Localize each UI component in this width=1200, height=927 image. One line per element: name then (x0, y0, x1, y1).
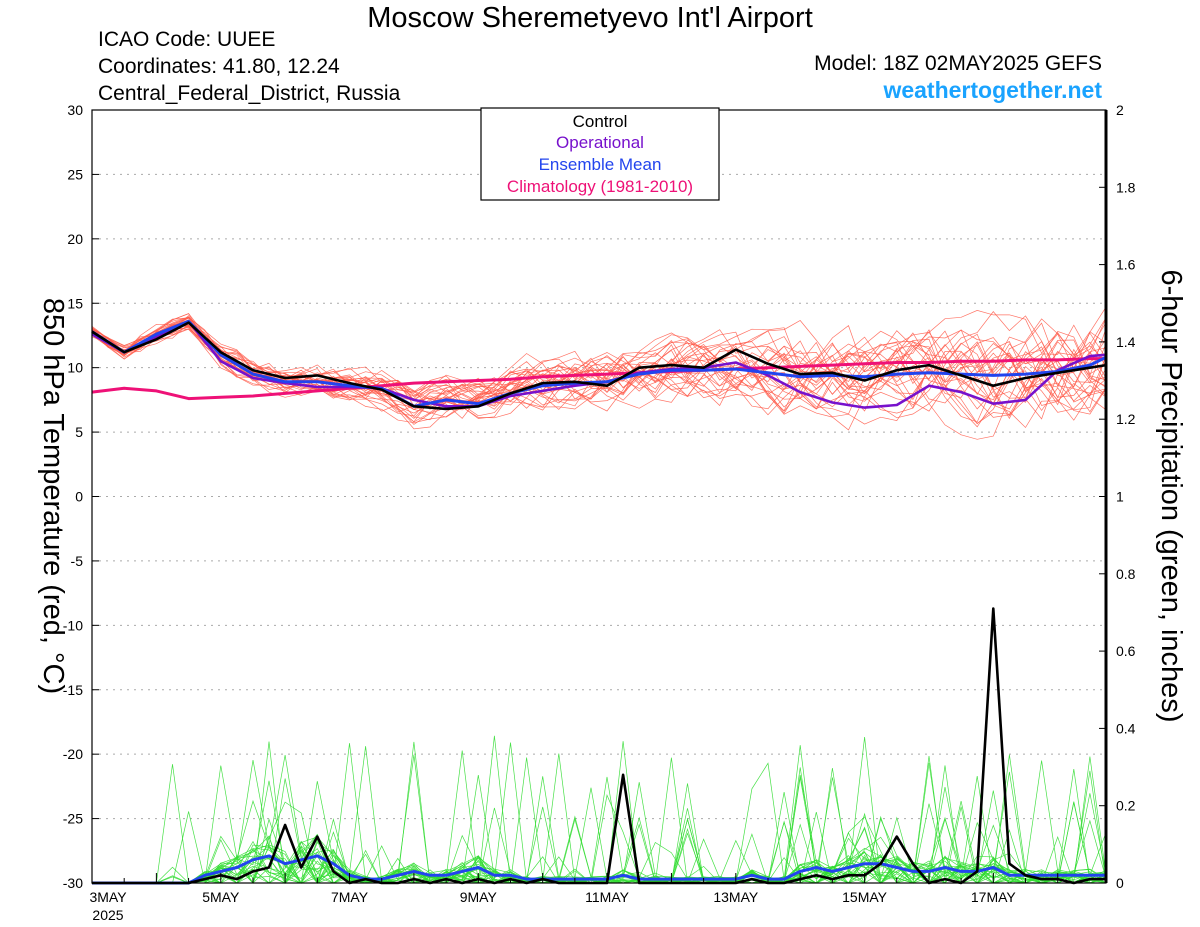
main-series (91, 319, 1107, 885)
y-tick-label-right: 1.4 (1116, 334, 1136, 350)
ensemble-members (91, 306, 1107, 885)
coordinates: Coordinates: 41.80, 12.24 (98, 55, 340, 78)
x-tick-label: 17MAY (971, 889, 1017, 905)
temperature-ensemble-mean-line (91, 319, 1107, 408)
temperature-member-line (91, 317, 1107, 423)
site-link[interactable]: weathertogether.net (883, 77, 1102, 103)
precipitation-member-line (92, 802, 1107, 884)
precipitation-member-line (92, 742, 1107, 884)
y-tick-label-left: 20 (67, 231, 83, 247)
y-tick-label-right: 0.4 (1116, 720, 1136, 736)
precipitation-member-line (92, 743, 1107, 884)
y-tick-label-left: -25 (63, 811, 83, 827)
y-tick-label-left: 15 (67, 295, 83, 311)
x-tick-label: 3MAY (89, 889, 127, 905)
y-tick-label-right: 1.8 (1116, 179, 1136, 195)
y-tick-label-right: 1.6 (1116, 257, 1136, 273)
precipitation-member-line (92, 782, 1107, 884)
temperature-member-line (91, 313, 1107, 425)
y-tick-label-left: 30 (67, 102, 83, 118)
legend-operational: Operational (556, 133, 644, 152)
x-tick-sublabel: 2025 (92, 907, 123, 923)
y-tick-label-left: -20 (63, 746, 83, 762)
legend-climatology: Climatology (1981-2010) (507, 177, 693, 196)
axes: -30-25-20-15-10-505101520253000.20.40.60… (63, 102, 1136, 923)
y-tick-label-left: -10 (63, 617, 83, 633)
legend-box (480, 107, 720, 201)
icao-code: ICAO Code: UUEE (98, 28, 276, 51)
y-tick-label-left: 5 (75, 424, 83, 440)
temperature-member-line (91, 328, 1107, 423)
chart-title: Moscow Sheremetyevo Int'l Airport (367, 2, 813, 34)
region: Central_Federal_District, Russia (98, 82, 401, 105)
legend: Control Operational Ensemble Mean Climat… (480, 107, 720, 201)
y-tick-label-left: 0 (75, 489, 83, 505)
y-tick-label-left: -30 (63, 875, 83, 891)
legend-ensemble-mean: Ensemble Mean (539, 155, 662, 174)
y-axis-label-right: 6-hour Precipitation (green, inches) (1155, 270, 1187, 723)
precipitation-member-line (92, 765, 1107, 884)
precipitation-member-line (92, 741, 1107, 884)
x-tick-label: 7MAY (331, 889, 369, 905)
grid-lines (92, 173, 1106, 820)
y-tick-label-right: 0.8 (1116, 566, 1136, 582)
x-tick-label: 5MAY (202, 889, 240, 905)
x-tick-label: 15MAY (842, 889, 888, 905)
precipitation-member-line (92, 735, 1107, 884)
y-tick-label-right: 0.2 (1116, 798, 1136, 814)
climatology-line (91, 357, 1106, 401)
model-run: Model: 18Z 02MAY2025 GEFS (814, 52, 1102, 75)
y-tick-label-right: 0 (1116, 875, 1124, 891)
x-tick-label: 11MAY (585, 889, 629, 905)
temperature-member-line (91, 306, 1107, 404)
y-tick-label-right: 1 (1116, 489, 1124, 505)
y-tick-label-left: -15 (63, 682, 83, 698)
temperature-control-line (91, 321, 1107, 411)
y-tick-label-right: 0.6 (1116, 643, 1136, 659)
x-tick-label: 9MAY (460, 889, 498, 905)
precipitation-ensemble-mean-line (92, 854, 1106, 885)
x-tick-label: 13MAY (713, 889, 759, 905)
y-axis-label-left: 850 hPa Temperature (red, °C) (37, 298, 69, 694)
y-tick-label-left: -5 (71, 553, 84, 569)
legend-control: Control (573, 112, 628, 131)
y-tick-label-right: 1.2 (1116, 411, 1136, 427)
y-tick-label-right: 2 (1116, 102, 1124, 118)
y-tick-label-left: 25 (67, 166, 83, 182)
y-tick-label-left: 10 (67, 360, 83, 376)
